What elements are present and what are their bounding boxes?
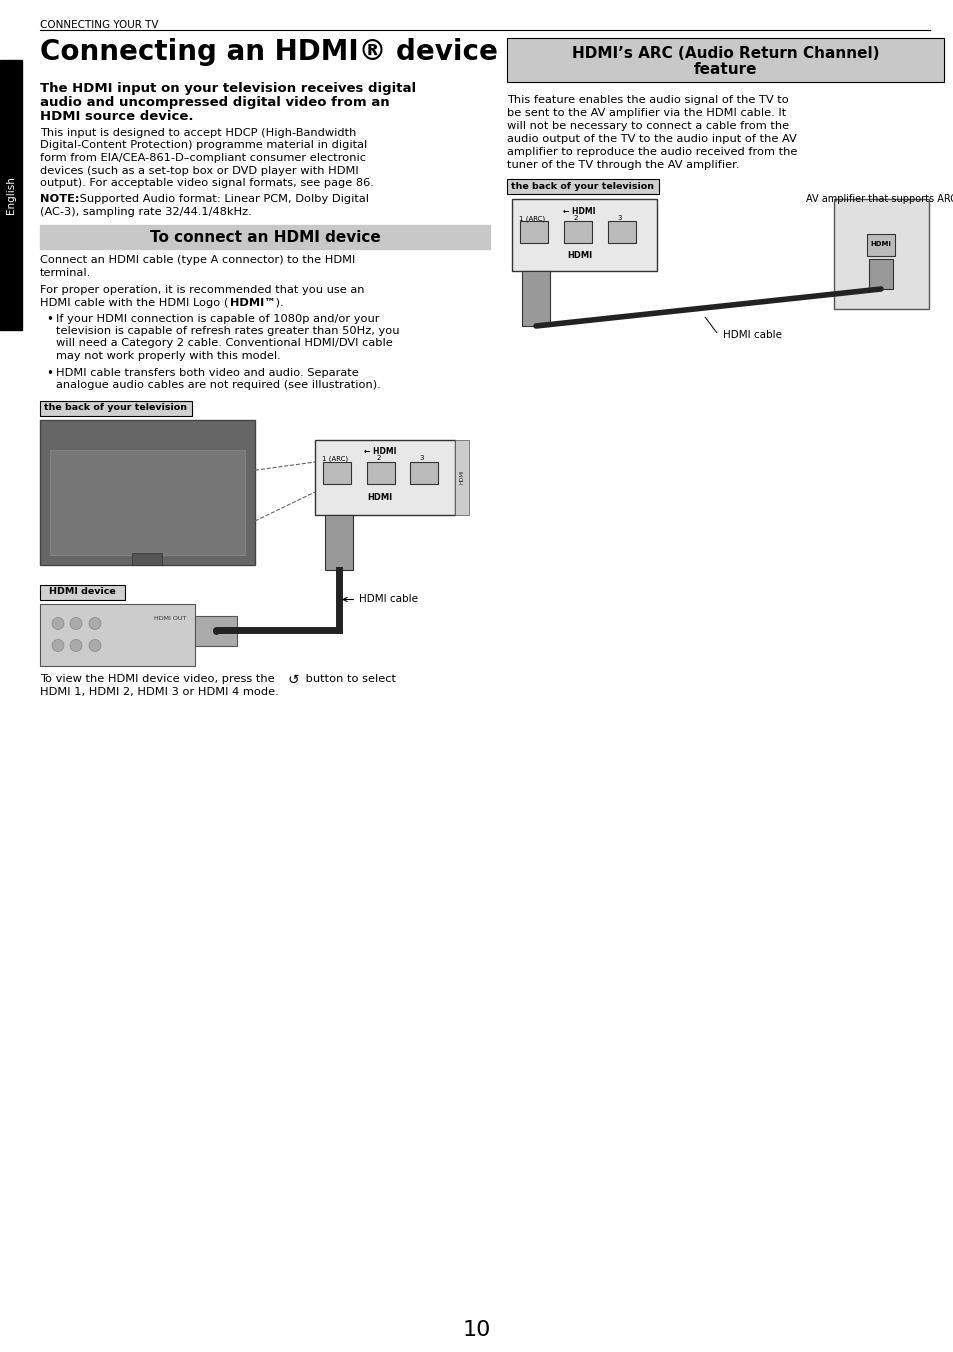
Bar (40, 224, 490, 249)
Text: HDMI cable: HDMI cable (722, 330, 781, 339)
Text: For proper operation, it is recommended that you use an: For proper operation, it is recommended … (40, 285, 364, 295)
Bar (563, 220, 592, 243)
Bar (40, 419, 254, 565)
Text: feature: feature (693, 61, 757, 77)
Bar (410, 461, 437, 484)
Text: the back of your television: the back of your television (511, 183, 654, 191)
Text: English: English (6, 176, 16, 214)
Bar (323, 461, 351, 484)
Text: terminal.: terminal. (40, 268, 91, 277)
Circle shape (52, 618, 64, 630)
Bar (325, 515, 353, 569)
Text: Connecting an HDMI® device: Connecting an HDMI® device (40, 38, 497, 66)
Circle shape (52, 639, 64, 652)
Text: 10: 10 (462, 1320, 491, 1340)
Text: HDMI: HDMI (566, 250, 592, 260)
Text: HDMI cable: HDMI cable (343, 595, 417, 604)
Text: HDMI OUT: HDMI OUT (153, 615, 186, 621)
Bar (367, 461, 395, 484)
Text: The HDMI input on your television receives digital: The HDMI input on your television receiv… (40, 82, 416, 95)
Bar (40, 400, 192, 415)
Text: HDMI: HDMI (870, 241, 890, 247)
Bar (506, 178, 659, 193)
Bar (50, 449, 245, 554)
Bar (132, 553, 162, 565)
Text: 1 (ARC): 1 (ARC) (321, 456, 348, 462)
Text: HDMI: HDMI (367, 493, 392, 502)
Circle shape (89, 639, 101, 652)
Text: NOTE:: NOTE: (40, 195, 79, 204)
Text: be sent to the AV amplifier via the HDMI cable. It: be sent to the AV amplifier via the HDMI… (506, 108, 785, 118)
Text: HDMI: HDMI (459, 469, 464, 484)
Text: 3: 3 (419, 456, 424, 461)
Text: Supported Audio format: Linear PCM, Dolby Digital: Supported Audio format: Linear PCM, Dolb… (76, 195, 369, 204)
Text: audio output of the TV to the audio input of the AV: audio output of the TV to the audio inpu… (506, 134, 796, 145)
Bar (40, 603, 194, 665)
Text: Connect an HDMI cable (type A connector) to the HDMI: Connect an HDMI cable (type A connector)… (40, 256, 355, 265)
Text: 2: 2 (376, 456, 381, 461)
Text: If your HDMI connection is capable of 1080p and/or your: If your HDMI connection is capable of 10… (56, 314, 379, 323)
Text: CONNECTING YOUR TV: CONNECTING YOUR TV (40, 20, 158, 30)
Bar (833, 199, 928, 310)
Text: the back of your television: the back of your television (45, 403, 188, 412)
Bar (512, 199, 657, 270)
Text: To connect an HDMI device: To connect an HDMI device (150, 230, 380, 245)
Bar (519, 220, 547, 243)
Text: ← HDMI: ← HDMI (363, 448, 395, 457)
Text: HDMI cable with the HDMI Logo (: HDMI cable with the HDMI Logo ( (40, 297, 228, 307)
Bar (0, 59, 22, 330)
Bar (455, 439, 469, 515)
Text: 3: 3 (618, 215, 621, 220)
Text: ← HDMI: ← HDMI (562, 207, 595, 216)
Text: will need a Category 2 cable. Conventional HDMI/DVI cable: will need a Category 2 cable. Convention… (56, 338, 393, 349)
Bar (314, 439, 455, 515)
Text: HDMI’s ARC (Audio Return Channel): HDMI’s ARC (Audio Return Channel) (571, 46, 879, 61)
Text: ).: ). (272, 297, 283, 307)
Circle shape (70, 639, 82, 652)
Text: 2: 2 (573, 215, 578, 220)
Circle shape (70, 618, 82, 630)
Text: audio and uncompressed digital video from an: audio and uncompressed digital video fro… (40, 96, 389, 110)
Text: This input is designed to accept HDCP (High-Bandwidth: This input is designed to accept HDCP (H… (40, 128, 356, 138)
Bar (868, 260, 892, 289)
Text: HDMI device: HDMI device (49, 588, 115, 596)
Text: 1 (ARC): 1 (ARC) (518, 215, 544, 222)
Bar (866, 234, 894, 256)
Text: HDMI™: HDMI™ (230, 297, 275, 307)
Text: HDMI source device.: HDMI source device. (40, 110, 193, 123)
Text: AV amplifier that supports ARC: AV amplifier that supports ARC (805, 193, 953, 204)
Bar (194, 615, 236, 645)
Circle shape (89, 618, 101, 630)
Text: •: • (46, 368, 52, 380)
Text: •: • (46, 314, 52, 326)
Bar (506, 38, 943, 82)
Text: tuner of the TV through the AV amplifier.: tuner of the TV through the AV amplifier… (506, 160, 739, 170)
Text: ↺: ↺ (288, 672, 299, 687)
Text: (AC-3), sampling rate 32/44.1/48kHz.: (AC-3), sampling rate 32/44.1/48kHz. (40, 207, 252, 218)
Text: form from EIA/CEA-861-D–compliant consumer electronic: form from EIA/CEA-861-D–compliant consum… (40, 153, 366, 164)
Text: To view the HDMI device video, press the: To view the HDMI device video, press the (40, 673, 274, 684)
Bar (521, 270, 550, 326)
Text: amplifier to reproduce the audio received from the: amplifier to reproduce the audio receive… (506, 147, 797, 157)
Text: will not be necessary to connect a cable from the: will not be necessary to connect a cable… (506, 120, 788, 131)
Text: This feature enables the audio signal of the TV to: This feature enables the audio signal of… (506, 95, 788, 105)
Text: HDMI 1, HDMI 2, HDMI 3 or HDMI 4 mode.: HDMI 1, HDMI 2, HDMI 3 or HDMI 4 mode. (40, 687, 278, 696)
Text: may not work properly with this model.: may not work properly with this model. (56, 352, 280, 361)
Bar (40, 584, 125, 599)
Text: output). For acceptable video signal formats, see page 86.: output). For acceptable video signal for… (40, 178, 374, 188)
Text: button to select: button to select (302, 673, 395, 684)
Text: analogue audio cables are not required (see illustration).: analogue audio cables are not required (… (56, 380, 380, 389)
Bar (607, 220, 636, 243)
Text: television is capable of refresh rates greater than 50Hz, you: television is capable of refresh rates g… (56, 326, 399, 337)
Text: devices (such as a set-top box or DVD player with HDMI: devices (such as a set-top box or DVD pl… (40, 165, 358, 176)
Text: HDMI cable transfers both video and audio. Separate: HDMI cable transfers both video and audi… (56, 368, 358, 377)
Text: Digital-Content Protection) programme material in digital: Digital-Content Protection) programme ma… (40, 141, 367, 150)
